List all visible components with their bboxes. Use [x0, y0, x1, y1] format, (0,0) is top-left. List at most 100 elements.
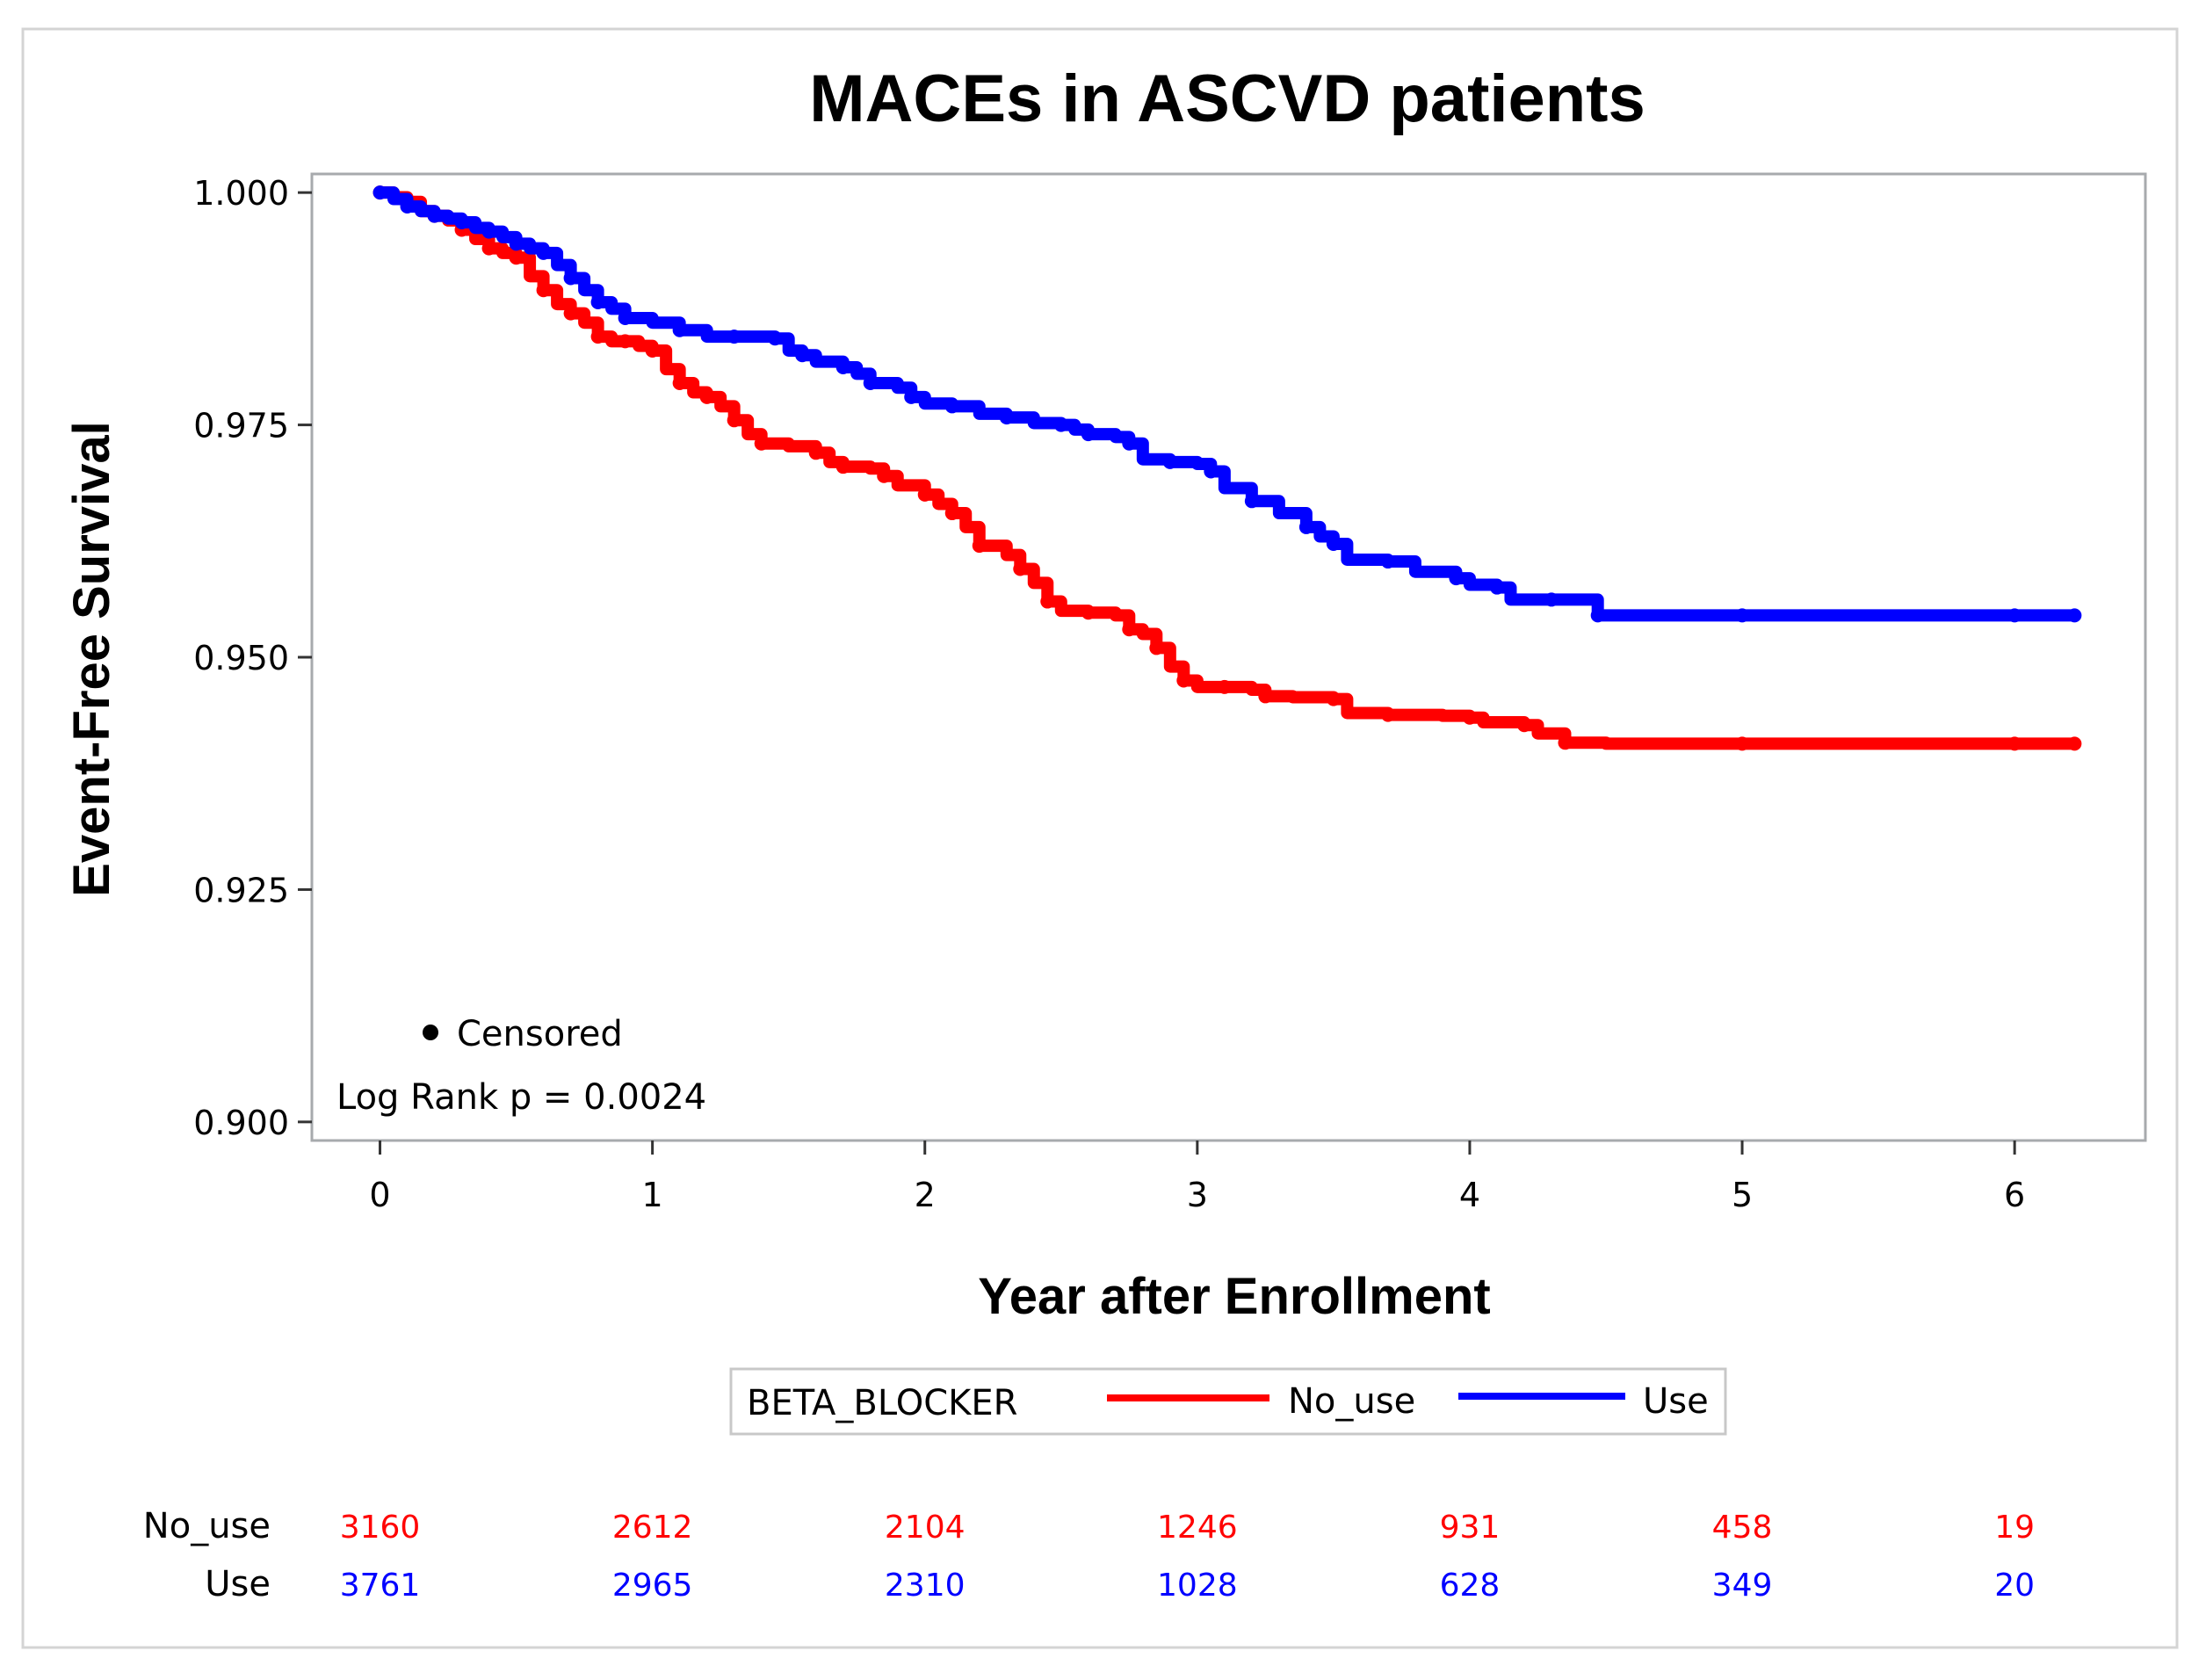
- risk-count: 3160: [340, 1510, 421, 1546]
- censor-point-no-use: [727, 413, 741, 428]
- censor-point-use: [372, 185, 387, 200]
- censor-point-no-use: [590, 329, 605, 344]
- x-tick-label: 4: [1459, 1176, 1480, 1214]
- censor-point-no-use: [481, 241, 496, 256]
- censor-point-no-use: [1735, 736, 1750, 751]
- censor-point-no-use: [917, 487, 932, 502]
- x-tick-label: 2: [915, 1176, 936, 1214]
- censor-point-no-use: [1516, 718, 1531, 733]
- censor-point-no-use: [672, 375, 687, 390]
- censor-point-no-use: [944, 506, 959, 521]
- censor-point-use: [1449, 571, 1464, 586]
- y-tick-label: 0.975: [193, 407, 289, 445]
- censor-point-use: [672, 322, 687, 337]
- censor-point-no-use: [972, 539, 987, 554]
- x-tick-label: 1: [642, 1176, 663, 1214]
- censor-point-use: [2067, 608, 2082, 623]
- censor-point-no-use: [877, 468, 892, 483]
- y-tick-label: 0.925: [193, 871, 289, 909]
- censor-point-use: [727, 329, 741, 344]
- censor-point-no-use: [1149, 641, 1164, 655]
- censor-point-use: [1735, 608, 1750, 623]
- censor-point-no-use: [1081, 605, 1096, 620]
- censor-point-use: [999, 410, 1014, 425]
- risk-count: 19: [1994, 1510, 2035, 1546]
- censor-point-no-use: [645, 343, 660, 358]
- censor-point-no-use: [618, 334, 633, 349]
- censor-point-use: [863, 375, 878, 390]
- censor-point-no-use: [563, 306, 578, 321]
- risk-count: 2965: [612, 1568, 693, 1604]
- censor-point-use: [1489, 580, 1504, 595]
- x-tick-label: 0: [369, 1176, 390, 1214]
- censor-point-no-use: [1176, 673, 1191, 688]
- censor-point-use: [2007, 608, 2022, 623]
- censor-point-use: [1380, 554, 1395, 569]
- censor-point-use: [1081, 427, 1096, 442]
- censor-point-no-use: [1380, 707, 1395, 722]
- x-tick-label: 5: [1732, 1176, 1753, 1214]
- censor-point-use: [944, 399, 959, 414]
- censor-point-use: [618, 310, 633, 325]
- y-axis: 0.900 0.925 0.950 0.975 1.000: [193, 174, 312, 1142]
- risk-row-label: No_use: [143, 1506, 271, 1546]
- x-axis: 0 1 2 3 4 5 6: [369, 1141, 2025, 1214]
- censor-point-no-use: [1122, 622, 1137, 637]
- x-tick-label: 3: [1187, 1176, 1208, 1214]
- censor-point-use: [835, 360, 850, 374]
- censor-point-use: [1544, 592, 1559, 607]
- censor-point-no-use: [536, 283, 551, 298]
- censor-point-use: [795, 348, 810, 363]
- censor-point-no-use: [1040, 594, 1055, 609]
- censor-point-use: [1326, 536, 1341, 551]
- censor-point-no-use: [1326, 692, 1341, 706]
- y-tick-label: 0.950: [193, 639, 289, 677]
- censor-point-no-use: [1013, 561, 1028, 576]
- x-tick-label: 6: [2004, 1176, 2025, 1214]
- risk-count: 1246: [1157, 1510, 1238, 1546]
- censor-point-no-use: [2067, 736, 2082, 751]
- censor-point-no-use: [1258, 689, 1273, 704]
- risk-count: 2612: [612, 1510, 693, 1546]
- censored-legend-label: Censored: [457, 1014, 623, 1054]
- risk-count: 20: [1994, 1568, 2035, 1604]
- legend-label-use: Use: [1643, 1381, 1709, 1422]
- risk-count: 2310: [885, 1568, 966, 1604]
- y-tick-label: 1.000: [193, 174, 289, 213]
- censor-point-use: [1204, 464, 1219, 479]
- censor-point-use: [904, 389, 919, 404]
- x-axis-label: Year after Enrollment: [978, 1268, 1490, 1325]
- legend-title: BETA_BLOCKER: [747, 1383, 1017, 1423]
- censor-point-use: [1590, 608, 1605, 623]
- chart-title: MACEs in ASCVD patients: [809, 62, 1645, 136]
- risk-row-label: Use: [205, 1564, 271, 1604]
- censor-point-no-use: [1462, 710, 1477, 725]
- risk-count: 1028: [1157, 1568, 1238, 1604]
- risk-table: No_use 3160 2612 2104 1246 931 458 19 Use 3761 296…: [143, 1506, 2035, 1604]
- censor-point-use: [1162, 454, 1177, 469]
- censor-point-use: [1244, 494, 1259, 509]
- censor-point-no-use: [754, 436, 769, 451]
- risk-count: 931: [1440, 1510, 1501, 1546]
- censor-point-use: [400, 199, 415, 214]
- censored-marker-icon: [423, 1025, 438, 1040]
- censor-point-no-use: [699, 389, 714, 404]
- censor-point-no-use: [2007, 736, 2022, 751]
- series-legend: BETA_BLOCKER No_use Use: [729, 1367, 1727, 1436]
- censor-point-use: [1122, 436, 1137, 451]
- y-tick-label: 0.900: [193, 1104, 289, 1142]
- censor-point-no-use: [1217, 679, 1232, 694]
- risk-count: 628: [1440, 1568, 1501, 1604]
- censor-point-no-use: [835, 460, 850, 474]
- censor-point-use: [536, 245, 551, 260]
- censor-point-use: [590, 294, 605, 309]
- censor-point-use: [1298, 519, 1313, 534]
- y-axis-label: Event-Free Survival: [63, 421, 120, 897]
- risk-count: 3761: [340, 1568, 421, 1604]
- censor-point-use: [481, 224, 496, 239]
- censor-point-use: [509, 236, 524, 251]
- log-rank-annotation: Log Rank p = 0.0024: [336, 1077, 706, 1118]
- censor-point-use: [427, 208, 442, 223]
